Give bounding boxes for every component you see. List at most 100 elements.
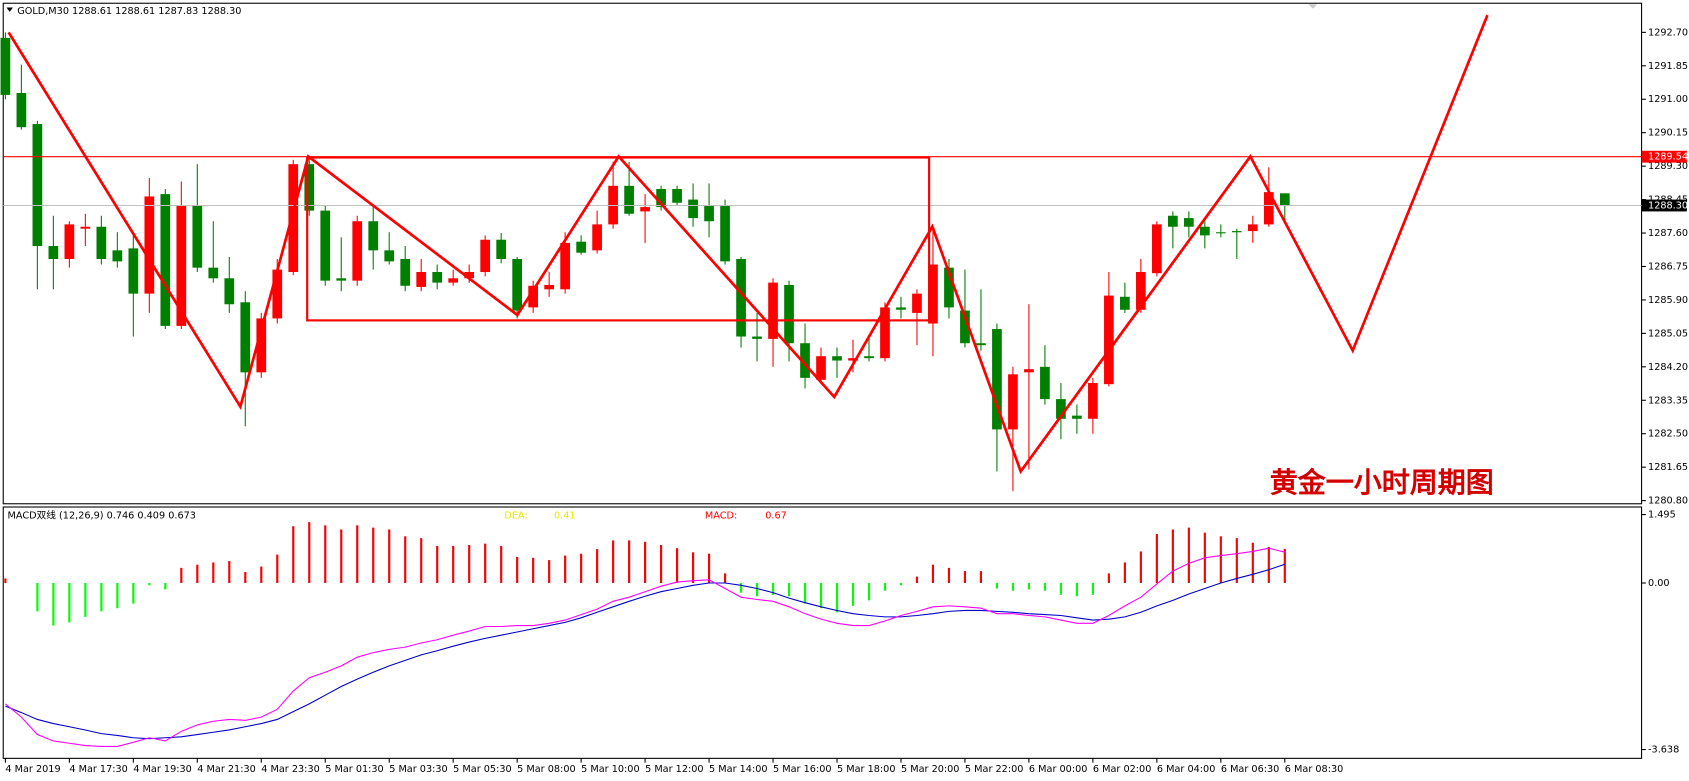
price-label-box (1641, 150, 1687, 163)
histogram-bar (1171, 529, 1174, 584)
annotation: 黄金一小时周期图 (1270, 466, 1494, 499)
histogram-bar (644, 541, 647, 584)
candle-body (272, 269, 283, 319)
histogram-bar (196, 564, 199, 584)
candle-body (544, 284, 554, 290)
x-tick-label: 5 Mar 16:00 (773, 764, 832, 775)
candle-body (336, 278, 347, 281)
histogram-bar (1219, 536, 1222, 584)
candle-body (192, 205, 203, 268)
legend-value: 0.41 (554, 511, 576, 522)
histogram-bar (580, 553, 583, 584)
histogram-bar (276, 554, 279, 584)
candle-body (96, 226, 107, 260)
x-tick-label: 5 Mar 10:00 (581, 764, 640, 775)
candle-body (48, 246, 59, 260)
candle-body (928, 264, 938, 324)
candle-body (816, 356, 826, 380)
candle-body (112, 250, 123, 262)
histogram-bar (1139, 551, 1142, 584)
histogram-bar (468, 545, 471, 584)
histogram-bar (803, 583, 807, 604)
histogram-bar (228, 561, 231, 584)
candle-body (320, 210, 331, 281)
candle-body (976, 343, 986, 346)
histogram-bar (931, 564, 935, 584)
histogram-bar (436, 545, 439, 584)
histogram-bar (356, 525, 359, 584)
candle-body (688, 199, 698, 219)
candle-body (752, 336, 762, 339)
histogram-bar (995, 583, 999, 589)
macd-panel (2, 506, 1643, 759)
histogram-bar (707, 553, 711, 584)
histogram-bar (851, 583, 855, 606)
candle-body (160, 194, 171, 326)
y-tick-label: 1283.35 (1648, 395, 1688, 406)
candle-body (1104, 295, 1114, 385)
histogram-bar (883, 583, 887, 591)
y-tick-label: 1285.05 (1648, 328, 1688, 339)
candle-body (736, 259, 746, 337)
candle-body (640, 207, 650, 212)
y-tick-label: 0.00 (1648, 578, 1670, 589)
candle-body (848, 358, 858, 361)
histogram-bar (340, 529, 343, 584)
y-tick-label: 1284.20 (1648, 362, 1688, 373)
candle-body (80, 226, 91, 229)
y-tick-label: 1281.65 (1648, 462, 1688, 473)
histogram-bar (4, 578, 7, 584)
candle-body (1040, 366, 1050, 400)
histogram-bar (324, 525, 327, 584)
candle-body (400, 259, 411, 286)
y-tick-label: 1290.15 (1648, 128, 1688, 139)
candle-body (32, 124, 43, 247)
histogram-bar (947, 567, 951, 584)
candle-body (1199, 226, 1210, 236)
histogram-bar (899, 583, 903, 586)
histogram-bar (404, 536, 407, 584)
candle-body (1247, 224, 1258, 232)
x-tick-label: 6 Mar 06:30 (1221, 764, 1280, 775)
candle-body (480, 239, 491, 272)
candle-body (1231, 231, 1242, 233)
chart-title: GOLD,M30 1288.61 1288.61 1287.83 1288.30 (17, 6, 241, 17)
histogram-bar (1251, 542, 1254, 584)
histogram-bar (532, 557, 535, 584)
histogram-bar (548, 560, 551, 584)
histogram-bar (676, 548, 679, 584)
x-tick-label: 4 Mar 23:30 (261, 764, 320, 775)
x-tick-label: 5 Mar 22:00 (965, 764, 1024, 775)
candle-body (304, 164, 315, 211)
candle-body (1056, 399, 1066, 419)
candle-body (1263, 192, 1274, 225)
candle-body (896, 307, 906, 310)
histogram-bar (867, 583, 871, 601)
candle-body (128, 248, 139, 294)
price-label: 1289.54 (1648, 152, 1688, 163)
candle-body (240, 302, 251, 373)
candle-body (144, 196, 155, 294)
histogram-bar (180, 567, 183, 584)
candle-body (0, 37, 11, 95)
shift-marker (1308, 4, 1318, 9)
y-tick-label: 1287.60 (1648, 228, 1688, 239)
x-tick-label: 4 Mar 2019 (5, 764, 60, 775)
histogram-bar (52, 583, 55, 626)
zigzag (7, 14, 1489, 475)
candle-body (944, 267, 954, 308)
candle-body (1183, 218, 1194, 227)
marks: 1292.70 1291.85 1291.00 1290.15 1289.30 1288.… (0, 27, 1688, 775)
macd-line (5, 563, 1285, 740)
histogram-bar (132, 583, 135, 604)
candle-body (992, 329, 1002, 430)
candle-body (1279, 193, 1290, 206)
histogram-bar (1107, 573, 1110, 584)
x-tick-label: 4 Mar 21:30 (197, 764, 256, 775)
histogram-bar (739, 583, 743, 593)
candle-body (880, 307, 890, 359)
candle-body (1024, 369, 1034, 373)
